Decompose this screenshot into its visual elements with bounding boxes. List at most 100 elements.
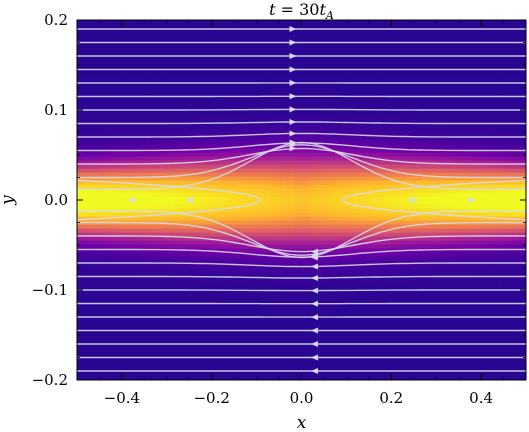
heatmap-cell [174, 196, 183, 201]
heatmap-cell [488, 296, 497, 301]
heatmap-cell [249, 284, 258, 289]
heatmap-cell [226, 340, 235, 345]
heatmap-cell [436, 192, 445, 197]
heatmap-cell [151, 304, 160, 309]
heatmap-cell [383, 56, 392, 61]
heatmap-cell [99, 156, 108, 161]
heatmap-cell [226, 212, 235, 217]
heatmap-cell [286, 360, 295, 365]
heatmap-cell [383, 92, 392, 97]
heatmap-cell [413, 304, 422, 309]
heatmap-cell [279, 64, 288, 69]
heatmap-cell [503, 364, 512, 369]
heatmap-cell [511, 332, 520, 337]
heatmap-cell [99, 128, 108, 133]
heatmap-cell [421, 116, 430, 121]
heatmap-cell [466, 348, 475, 353]
heatmap-cell [443, 100, 452, 105]
heatmap-cell [443, 84, 452, 89]
heatmap-cell [166, 376, 175, 380]
heatmap-cell [106, 192, 116, 197]
heatmap-cell [234, 232, 243, 237]
heatmap-cell [481, 280, 490, 285]
heatmap-cell [323, 212, 333, 217]
heatmap-cell [316, 112, 325, 117]
heatmap-cell [428, 308, 437, 313]
heatmap-cell [234, 372, 243, 377]
heatmap-cell [421, 84, 430, 89]
heatmap-cell [264, 248, 273, 253]
heatmap-cell [114, 296, 123, 301]
heatmap-cell [503, 72, 512, 77]
heatmap-cell [496, 56, 505, 61]
heatmap-cell [77, 336, 86, 341]
heatmap-cell [166, 196, 175, 201]
heatmap-cell [121, 60, 130, 65]
heatmap-cell [166, 304, 175, 309]
heatmap-cell [256, 336, 265, 341]
heatmap-cell [174, 244, 183, 249]
heatmap-cell [353, 296, 362, 301]
heatmap-cell [271, 156, 280, 161]
heatmap-cell [204, 176, 213, 181]
heatmap-cell [488, 156, 497, 161]
heatmap-cell [398, 204, 407, 209]
heatmap-cell [166, 204, 175, 209]
heatmap-cell [121, 100, 130, 105]
heatmap-cell [368, 176, 377, 181]
heatmap-cell [406, 276, 415, 281]
heatmap-cell [481, 60, 490, 65]
heatmap-cell [144, 84, 153, 89]
heatmap-cell [346, 184, 355, 189]
heatmap-cell [436, 128, 445, 133]
heatmap-cell [436, 256, 445, 261]
heatmap-cell [204, 112, 213, 117]
heatmap-cell [271, 364, 280, 369]
heatmap-cell [338, 316, 347, 321]
heatmap-cell [286, 284, 295, 289]
heatmap-cell [181, 236, 190, 241]
heatmap-cell [376, 360, 385, 365]
heatmap-cell [398, 184, 407, 189]
heatmap-cell [466, 344, 475, 349]
heatmap-cell [264, 104, 273, 109]
heatmap-cell [204, 156, 213, 161]
heatmap-cell [376, 316, 385, 321]
heatmap-cell [308, 364, 318, 369]
heatmap-cell [91, 348, 101, 353]
heatmap-cell [249, 300, 258, 305]
heatmap-cell [331, 184, 340, 189]
heatmap-cell [256, 252, 265, 257]
heatmap-cell [256, 188, 265, 193]
heatmap-cell [286, 300, 295, 305]
heatmap-cell [264, 48, 273, 53]
heatmap-cell [353, 220, 362, 225]
heatmap-cell [264, 252, 273, 257]
heatmap-cell [413, 224, 422, 229]
heatmap-cell [443, 332, 452, 337]
heatmap-cell [159, 68, 168, 73]
heatmap-cell [436, 276, 445, 281]
heatmap-cell [91, 296, 101, 301]
heatmap-cell [99, 320, 108, 325]
heatmap-cell [443, 96, 452, 101]
heatmap-cell [361, 116, 370, 121]
heatmap-cell [241, 112, 250, 117]
heatmap-cell [488, 304, 497, 309]
heatmap-cell [383, 324, 392, 329]
heatmap-cell [279, 228, 288, 233]
heatmap-cell [353, 316, 362, 321]
heatmap-cell [511, 172, 520, 177]
heatmap-cell [376, 264, 385, 269]
heatmap-cell [286, 308, 295, 313]
heatmap-cell [316, 324, 325, 329]
heatmap-cell [189, 284, 198, 289]
heatmap-cell [503, 136, 512, 141]
heatmap-cell [496, 60, 505, 65]
heatmap-cell [279, 104, 288, 109]
heatmap-cell [316, 224, 325, 229]
heatmap-cell [518, 284, 526, 289]
heatmap-cell [368, 84, 377, 89]
heatmap-cell [256, 360, 265, 365]
heatmap-cell [451, 332, 460, 337]
